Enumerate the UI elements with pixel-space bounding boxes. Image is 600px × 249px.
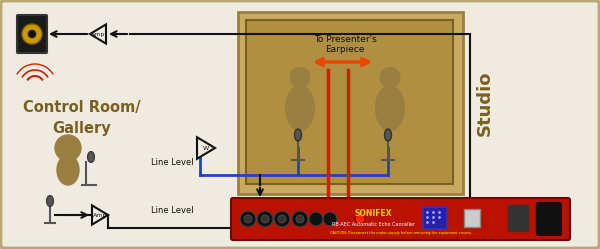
Ellipse shape xyxy=(47,195,53,206)
Circle shape xyxy=(257,211,273,227)
Text: Control Room/
Gallery: Control Room/ Gallery xyxy=(23,100,141,136)
Circle shape xyxy=(55,135,81,161)
Polygon shape xyxy=(197,137,215,159)
FancyBboxPatch shape xyxy=(238,12,463,194)
Text: Amp: Amp xyxy=(93,212,107,217)
Circle shape xyxy=(278,215,286,223)
Circle shape xyxy=(380,67,400,87)
Circle shape xyxy=(244,215,252,223)
Text: Amp: Amp xyxy=(91,32,105,37)
FancyBboxPatch shape xyxy=(231,198,570,240)
FancyBboxPatch shape xyxy=(508,205,528,231)
Ellipse shape xyxy=(57,155,79,185)
Text: W: W xyxy=(203,145,209,150)
Circle shape xyxy=(292,211,308,227)
Circle shape xyxy=(309,212,323,226)
Circle shape xyxy=(323,212,337,226)
Polygon shape xyxy=(90,24,106,44)
Text: CAUTION: Disconnect the mains supply before removing the equipment covers.: CAUTION: Disconnect the mains supply bef… xyxy=(329,231,472,235)
Text: SONIFEX: SONIFEX xyxy=(355,209,392,218)
Ellipse shape xyxy=(88,151,95,163)
Ellipse shape xyxy=(295,129,302,141)
FancyBboxPatch shape xyxy=(17,15,47,53)
FancyBboxPatch shape xyxy=(423,207,447,229)
Ellipse shape xyxy=(286,85,314,130)
Text: Line Level: Line Level xyxy=(151,158,193,167)
Circle shape xyxy=(355,214,365,224)
FancyBboxPatch shape xyxy=(537,203,561,235)
Ellipse shape xyxy=(385,129,392,141)
Circle shape xyxy=(240,211,256,227)
Circle shape xyxy=(274,211,290,227)
Circle shape xyxy=(28,30,36,38)
Circle shape xyxy=(261,215,269,223)
Text: RB-AEC Automatic Echo Canceller: RB-AEC Automatic Echo Canceller xyxy=(332,222,415,227)
Circle shape xyxy=(290,67,310,87)
Circle shape xyxy=(296,215,304,223)
Text: Line Level: Line Level xyxy=(151,205,193,214)
FancyBboxPatch shape xyxy=(246,20,453,184)
Text: To Presenter's
Earpiece: To Presenter's Earpiece xyxy=(314,35,376,54)
Text: Studio: Studio xyxy=(476,70,494,136)
Polygon shape xyxy=(92,205,108,225)
Circle shape xyxy=(22,24,42,44)
FancyBboxPatch shape xyxy=(464,209,480,227)
Ellipse shape xyxy=(376,85,404,130)
